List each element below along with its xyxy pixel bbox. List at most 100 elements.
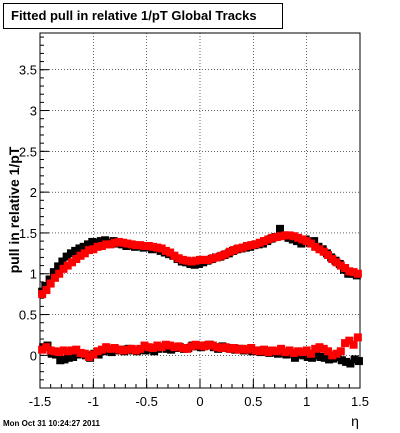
- data-point-series-2: [311, 344, 320, 353]
- data-point-series-2: [183, 344, 192, 353]
- data-point-series-2: [119, 346, 128, 355]
- data-point-series-1: [54, 262, 63, 271]
- data-point-series-2: [63, 347, 72, 356]
- data-point-series-2: [277, 232, 286, 241]
- data-point-series-2: [324, 347, 332, 356]
- x-tick-label: -1: [88, 394, 100, 409]
- data-point-series-2: [76, 348, 85, 357]
- data-point-series-2: [72, 345, 81, 354]
- data-point-series-2: [349, 340, 358, 349]
- data-point-series-2: [136, 344, 145, 353]
- data-point-series-1: [75, 244, 84, 253]
- data-point-series-2: [80, 249, 89, 258]
- data-point-series-2: [311, 242, 320, 251]
- data-point-series-2: [119, 238, 128, 247]
- data-point-series-2: [144, 343, 153, 352]
- data-point-series-2: [55, 348, 64, 357]
- data-point-series-2: [102, 343, 111, 352]
- data-point-series-2: [140, 242, 149, 250]
- data-point-series-2: [174, 342, 183, 351]
- data-point-series-2: [221, 343, 230, 352]
- data-point-series-2: [213, 253, 222, 262]
- data-point-series-2: [178, 255, 187, 264]
- data-point-series-1: [62, 252, 71, 261]
- data-point-series-1: [308, 353, 316, 362]
- data-point-series-2: [68, 258, 76, 267]
- data-point-series-2: [144, 242, 153, 250]
- y-tick-label: 2.5: [19, 144, 37, 159]
- data-point-series-2: [260, 237, 268, 246]
- y-tick-label: 0.5: [19, 308, 37, 323]
- data-point-series-2: [264, 348, 273, 357]
- data-point-series-2: [102, 240, 111, 249]
- data-point-series-2: [59, 264, 68, 273]
- data-point-series-2: [208, 254, 217, 263]
- data-point-series-2: [85, 352, 94, 361]
- x-tick-label: 0: [196, 394, 203, 409]
- data-point-series-1: [290, 353, 299, 362]
- data-point-series-2: [127, 240, 136, 249]
- data-point-series-2: [302, 237, 311, 246]
- data-point-series-1: [79, 242, 88, 251]
- data-point-series-2: [332, 258, 341, 267]
- data-point-series-2: [132, 346, 140, 355]
- data-point-series-2: [106, 344, 115, 353]
- y-tick-label: 1.5: [19, 226, 37, 241]
- data-point-series-2: [93, 242, 102, 251]
- data-point-series-2: [289, 232, 298, 241]
- data-point-series-2: [178, 344, 187, 353]
- data-point-series-2: [110, 344, 119, 353]
- x-tick-label: 1.5: [351, 394, 369, 409]
- data-point-series-2: [93, 347, 102, 356]
- data-point-series-2: [114, 237, 123, 246]
- data-point-series-2: [353, 269, 362, 278]
- data-point-series-2: [174, 254, 183, 263]
- data-point-series-2: [59, 346, 68, 355]
- x-tick-label: -0.5: [135, 394, 157, 409]
- tick-layer: -1.5 -1 -0.5 0 0.5 1 1.5 0 0.5 1 1.5 2 2.5 3 3.5: [19, 36, 369, 409]
- data-point-series-1: [45, 275, 54, 284]
- data-point-series-2: [255, 238, 264, 247]
- data-point-series-2: [234, 244, 243, 253]
- y-tick-label: 1: [30, 267, 37, 282]
- data-point-series-2: [247, 241, 256, 250]
- data-point-series-2: [76, 251, 85, 260]
- data-point-series-2: [50, 273, 59, 282]
- data-point-series-2: [238, 243, 247, 252]
- data-point-series-2: [272, 347, 281, 356]
- data-point-series-1: [276, 224, 284, 233]
- data-point-series-2: [268, 346, 277, 355]
- data-point-series-1: [350, 355, 359, 364]
- data-point-series-1: [84, 240, 92, 249]
- data-point-series-2: [97, 345, 106, 354]
- data-point-series-2: [221, 250, 230, 259]
- data-point-series-2: [166, 248, 175, 257]
- data-point-series-2: [110, 238, 119, 247]
- data-point-series-2: [157, 244, 166, 253]
- data-point-series-2: [225, 344, 234, 353]
- data-point-series-2: [132, 241, 140, 250]
- data-point-series-2: [251, 240, 260, 249]
- data-point-series-2: [234, 345, 243, 354]
- data-point-series-2: [170, 343, 179, 352]
- data-point-series-2: [349, 268, 358, 277]
- data-point-series-2: [285, 346, 294, 355]
- data-point-series-2: [230, 246, 239, 255]
- x-tick-label: -1.5: [29, 394, 51, 409]
- data-point-series-2: [324, 250, 332, 259]
- data-point-series-2: [204, 255, 213, 264]
- timestamp-label: Mon Oct 31 10:24:27 2011: [3, 419, 100, 428]
- data-point-series-2: [242, 345, 251, 354]
- data-point-series-2: [319, 344, 328, 353]
- data-point-series-1: [56, 356, 65, 365]
- y-tick-label: 0: [30, 348, 37, 363]
- data-point-series-2: [42, 343, 51, 352]
- data-point-series-2: [85, 246, 94, 255]
- data-point-series-2: [170, 251, 179, 260]
- data-point-series-2: [136, 241, 145, 250]
- data-point-series-2: [123, 345, 132, 354]
- data-point-series-2: [127, 344, 136, 353]
- data-point-series-2: [72, 255, 81, 264]
- data-point-series-2: [89, 350, 98, 359]
